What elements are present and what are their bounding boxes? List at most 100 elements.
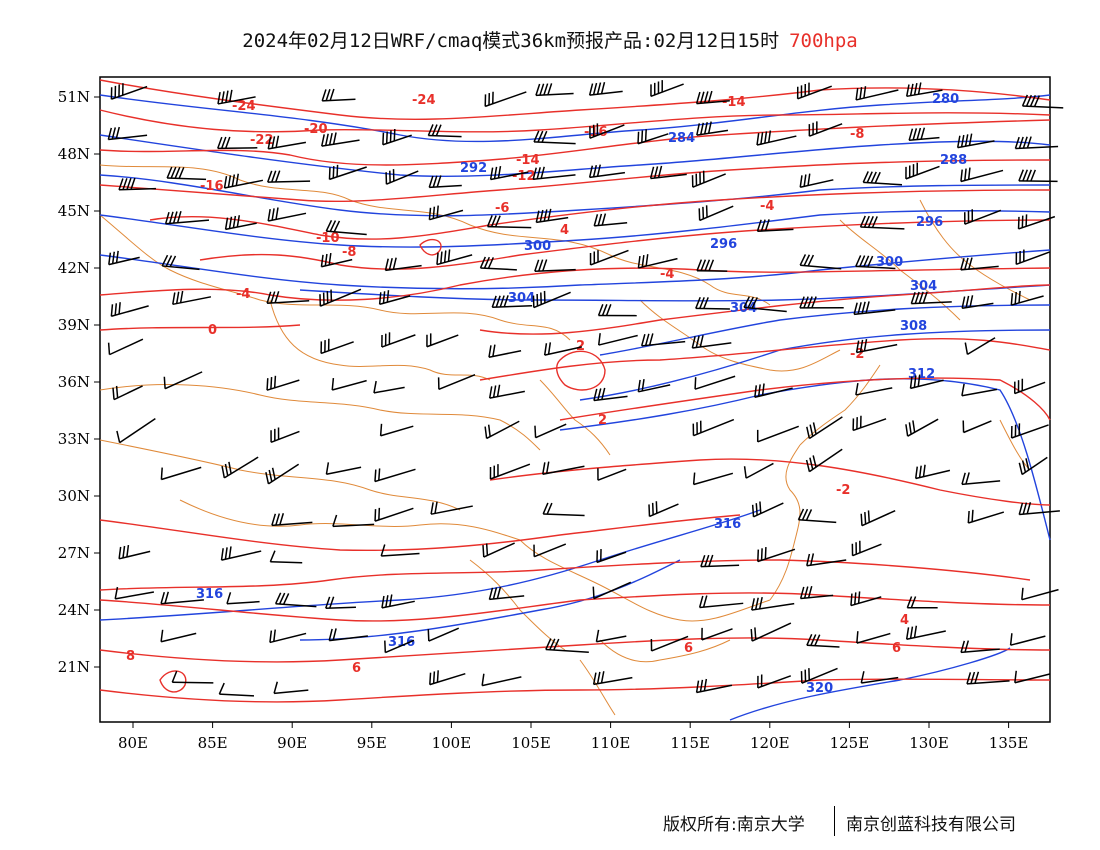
wind-barb (107, 126, 148, 141)
wind-barb (797, 508, 837, 524)
wind-barb (1017, 214, 1056, 230)
wind-barb (589, 123, 625, 139)
temp-label: -14 (722, 95, 746, 110)
wind-barb (751, 596, 795, 611)
wind-barb (757, 547, 796, 563)
wind-barb (373, 380, 405, 394)
wind-barb (160, 466, 202, 481)
wind-barb (855, 255, 896, 270)
wind-barb (799, 585, 834, 600)
height-label: 316 (388, 635, 415, 650)
wind-barb (217, 89, 256, 105)
temp-label: 4 (900, 613, 909, 628)
wind-barb (696, 121, 729, 136)
wind-barb (274, 592, 317, 608)
wind-barb (426, 333, 459, 348)
wind-barb (489, 165, 529, 181)
wind-barb (270, 427, 300, 444)
wind-barb (545, 638, 589, 653)
wind-barb (116, 417, 156, 444)
wind-barb (379, 423, 414, 437)
wind-barb (428, 205, 464, 221)
wind-barb (484, 420, 520, 440)
wind-barb (694, 375, 736, 390)
wind-barb (271, 513, 313, 527)
wind-barb (223, 173, 264, 189)
wind-barb (1021, 94, 1064, 109)
wind-barb (914, 464, 951, 480)
wind-barb (320, 252, 353, 268)
temp-label: -16 (200, 179, 224, 194)
lon-tick-label: 90E (277, 734, 307, 752)
longitude-axis: 80E 85E 90E 95E 100E 105E 110E 115E 120E 125E 130E… (118, 722, 1028, 752)
lat-tick-label: 30N (58, 487, 90, 505)
wind-barb (1010, 423, 1049, 439)
wind-barb (265, 463, 300, 485)
wind-barb (853, 301, 896, 316)
wind-barb (429, 670, 466, 686)
wind-barb (166, 166, 207, 181)
wind-barb (267, 135, 307, 150)
temp-label: -8 (850, 127, 864, 142)
wind-barb (171, 670, 214, 684)
height-label: 296 (916, 215, 943, 230)
wind-barb (542, 502, 585, 517)
wind-barb (532, 290, 571, 309)
lat-tick-label: 51N (58, 88, 90, 106)
lon-tick-label: 100E (432, 734, 472, 752)
wind-barb (691, 170, 726, 188)
wind-barb (114, 586, 155, 600)
title-level: 700hpa (789, 30, 858, 52)
wind-barb (905, 418, 939, 437)
wind-barb (855, 339, 898, 354)
temp-label: 6 (892, 641, 901, 656)
height-label: 296 (710, 237, 737, 252)
company-text: 南京创蓝科技有限公司 (846, 815, 1016, 835)
wind-barb (906, 596, 938, 609)
wind-barb (905, 162, 940, 180)
wind-barb (799, 173, 834, 188)
latitude-axis: 51N 48N 45N 42N 39N 36N 33N 30N 27N 24N 21N (58, 88, 100, 676)
wind-barb (325, 219, 367, 236)
wind-barb (489, 463, 531, 480)
wind-barb (328, 628, 368, 642)
copyright-text: 版权所有:南京大学 (663, 815, 805, 835)
wind-barb (112, 385, 143, 401)
lon-tick-label: 110E (591, 734, 631, 752)
wind-barb (860, 671, 899, 684)
map-title: 2024年02月12日WRF/cmaq模式36km预报产品:02月12日15时 7… (0, 26, 1100, 53)
wind-barb (806, 553, 847, 567)
wind-barb (595, 629, 627, 643)
wind-barb (1013, 378, 1046, 395)
temp-label: -4 (236, 287, 250, 302)
height-label: 280 (932, 92, 959, 107)
wind-barb (648, 501, 679, 518)
wind-barb (378, 290, 411, 306)
wind-barb (862, 171, 903, 186)
wind-barb (381, 332, 416, 348)
height-label: 304 (508, 291, 535, 306)
wind-barb (750, 622, 792, 642)
wind-barb (1014, 670, 1051, 684)
wind-barb (962, 420, 992, 434)
lon-tick-label: 125E (830, 734, 870, 752)
wind-barb (597, 304, 637, 317)
temp-label: -24 (412, 93, 436, 108)
wind-barb (961, 383, 998, 397)
wind-barb (164, 210, 210, 225)
wind-barb (535, 83, 574, 97)
wind-barb (1014, 136, 1059, 150)
wind-barb (221, 456, 259, 479)
wind-barb (905, 625, 946, 641)
temp-label: 6 (684, 641, 693, 656)
height-label: 308 (900, 319, 927, 334)
wind-barb (331, 378, 367, 391)
footer-divider (834, 806, 835, 836)
wind-barb (756, 130, 797, 146)
wind-barb (592, 671, 633, 686)
wind-barb (332, 514, 375, 528)
wind-barb (859, 215, 905, 230)
wind-barb (118, 544, 151, 560)
lat-tick-label: 48N (58, 145, 90, 163)
lat-tick-label: 36N (58, 373, 90, 391)
